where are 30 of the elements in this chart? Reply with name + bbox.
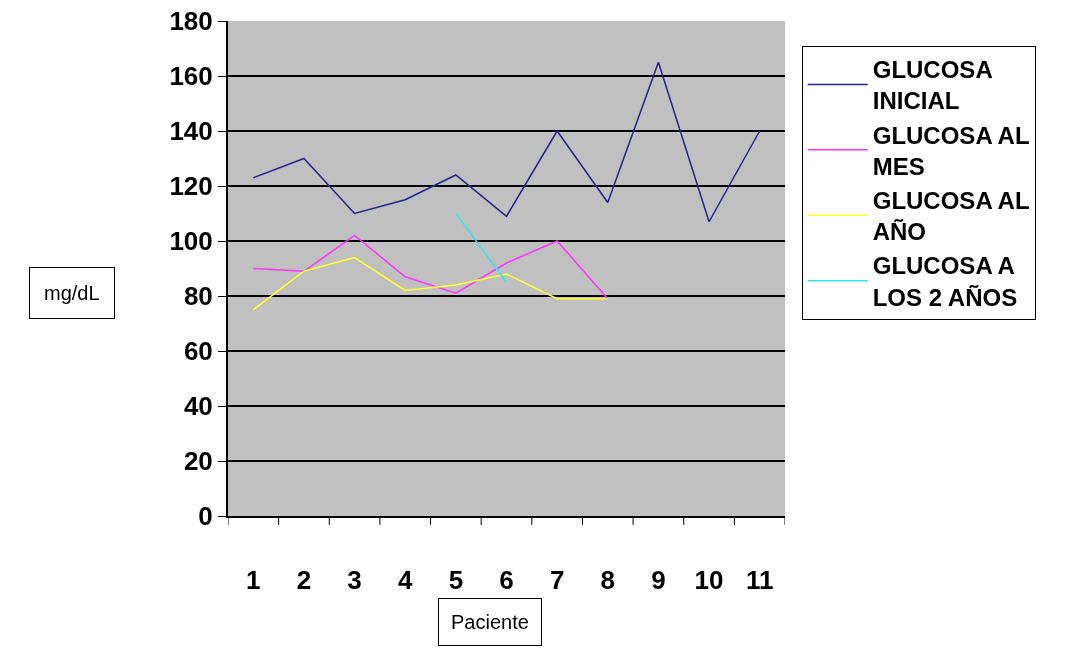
- line-series: [252, 61, 761, 223]
- x-tick-label: 3: [347, 564, 362, 595]
- line-series: [252, 234, 609, 300]
- y-tick-label: 180: [169, 6, 213, 37]
- line-series: [252, 256, 609, 311]
- x-tick-label: 11: [745, 564, 774, 595]
- y-tick-label: 60: [183, 336, 213, 367]
- y-tick-label: 80: [183, 281, 213, 312]
- legend-label: GLUCOSA INICIAL: [872, 56, 993, 115]
- y-tick-label: 0: [198, 501, 213, 532]
- y-tick-label: 140: [169, 116, 213, 147]
- legend-label: GLUCOSA AL AÑO: [872, 187, 1030, 246]
- x-tick-label: 7: [549, 564, 565, 595]
- x-tick-label: 4: [398, 564, 413, 595]
- x-tick-label: 2: [296, 564, 312, 595]
- legend-label: GLUCOSA AL MES: [872, 121, 1030, 180]
- x-tick-label: 6: [499, 564, 514, 595]
- y-tick-label: 40: [183, 391, 213, 422]
- legend-label: GLUCOSA A LOS 2 AÑOS: [872, 252, 1018, 311]
- x-tick-label: 10: [694, 564, 724, 595]
- y-axis-title: mg/dL: [44, 282, 100, 304]
- y-tick-label: 120: [169, 171, 213, 202]
- y-tick-label: 20: [183, 446, 213, 477]
- y-tick-label: 160: [169, 61, 213, 92]
- x-tick-label: 8: [600, 564, 615, 595]
- x-axis-title: Paciente: [451, 611, 529, 633]
- x-tick-label: 9: [651, 564, 666, 595]
- y-tick-label: 100: [169, 226, 213, 257]
- x-tick-label: 5: [448, 564, 464, 595]
- x-tick-label: 1: [246, 564, 261, 595]
